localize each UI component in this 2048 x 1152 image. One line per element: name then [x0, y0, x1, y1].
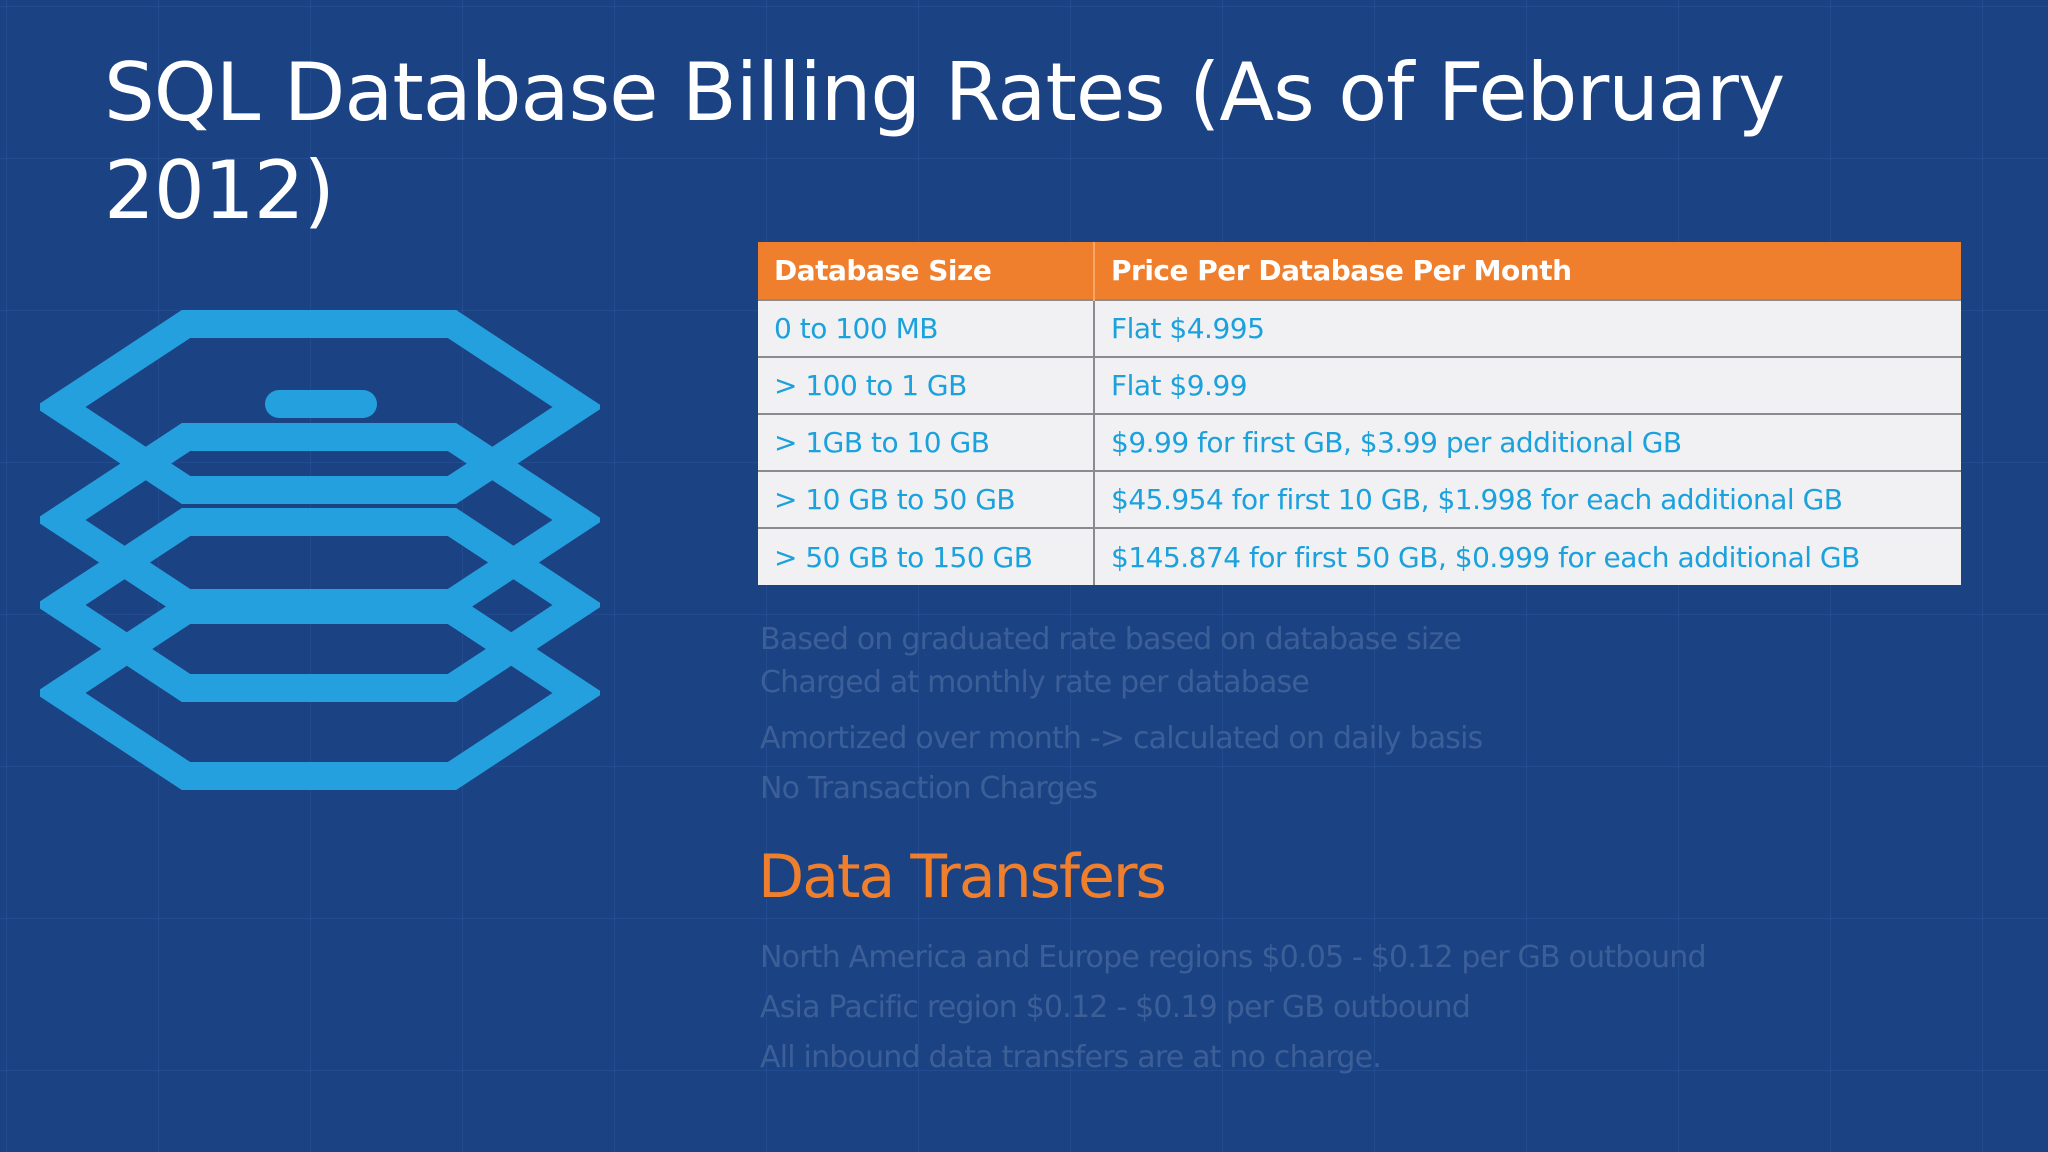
- pricing-table: Database Size Price Per Database Per Mon…: [758, 242, 1961, 585]
- table-row: > 10 GB to 50 GB $45.954 for first 10 GB…: [758, 470, 1961, 528]
- cell-price: $145.874 for first 50 GB, $0.999 for eac…: [1094, 527, 1961, 585]
- slide-title: SQL Database Billing Rates (As of Februa…: [104, 46, 1785, 237]
- cell-price: $9.99 for first GB, $3.99 per additional…: [1094, 413, 1961, 471]
- cell-database-size: > 100 to 1 GB: [758, 356, 1095, 414]
- cell-database-size: 0 to 100 MB: [758, 299, 1095, 357]
- pricing-table-header-row: Database Size Price Per Database Per Mon…: [758, 242, 1961, 300]
- cell-database-size: > 10 GB to 50 GB: [758, 470, 1095, 528]
- header-database-size: Database Size: [758, 242, 1095, 300]
- cell-price: Flat $4.995: [1094, 299, 1961, 357]
- cell-price: $45.954 for first 10 GB, $1.998 for each…: [1094, 470, 1961, 528]
- database-stack-icon: [40, 310, 600, 790]
- cell-database-size: > 50 GB to 150 GB: [758, 527, 1095, 585]
- database-layer-2: [40, 423, 600, 617]
- cell-price: Flat $9.99: [1094, 356, 1961, 414]
- table-row: > 1GB to 10 GB $9.99 for first GB, $3.99…: [758, 413, 1961, 471]
- table-row: > 100 to 1 GB Flat $9.99: [758, 356, 1961, 414]
- transfer-item: Asia Pacific region $0.12 - $0.19 per GB…: [760, 990, 1471, 1025]
- note-item: Charged at monthly rate per database: [760, 665, 1310, 700]
- database-layer-1: [40, 310, 600, 504]
- note-item: Based on graduated rate based on databas…: [760, 622, 1462, 657]
- table-row: > 50 GB to 150 GB $145.874 for first 50 …: [758, 527, 1961, 585]
- database-slot: [265, 390, 377, 418]
- header-price-per-month: Price Per Database Per Month: [1094, 242, 1961, 300]
- table-row: 0 to 100 MB Flat $4.995: [758, 299, 1961, 357]
- transfer-item: North America and Europe regions $0.05 -…: [760, 940, 1707, 975]
- transfer-item: All inbound data transfers are at no cha…: [760, 1040, 1382, 1075]
- data-transfers-heading: Data Transfers: [758, 842, 1167, 912]
- cell-database-size: > 1GB to 10 GB: [758, 413, 1095, 471]
- note-item: No Transaction Charges: [760, 771, 1098, 806]
- database-layer-3: [40, 508, 600, 702]
- note-item: Amortized over month -> calculated on da…: [760, 721, 1483, 756]
